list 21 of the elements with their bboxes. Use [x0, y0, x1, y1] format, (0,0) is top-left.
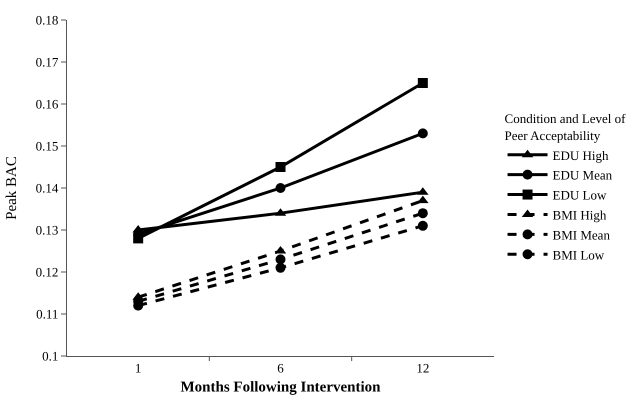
y-axis-title: Peak BAC: [4, 156, 20, 220]
y-tick-label: 0.11: [36, 306, 58, 322]
legend-label: BMI Low: [552, 247, 605, 262]
legend-label: BMI Mean: [552, 227, 610, 242]
y-tick-label: 0.13: [36, 222, 58, 238]
x-tick-label: 1: [134, 360, 142, 376]
legend-label: EDU Low: [552, 188, 607, 203]
legend-label: EDU Mean: [552, 168, 613, 183]
y-tick-label: 0.1: [42, 348, 58, 364]
y-tick-label: 0.12: [36, 264, 58, 280]
x-tick-label: 12: [416, 360, 430, 376]
y-tick-label: 0.14: [36, 180, 59, 196]
legend-label: BMI High: [552, 208, 607, 223]
y-tick-label: 0.18: [36, 12, 58, 28]
y-tick-label: 0.17: [36, 54, 59, 70]
x-tick-label: 6: [277, 360, 284, 376]
x-axis-title: Months Following Intervention: [180, 380, 382, 396]
y-tick-label: 0.16: [36, 96, 59, 112]
legend-label: EDU High: [552, 148, 610, 163]
y-tick-label: 0.15: [36, 138, 58, 154]
legend-title: Condition and Level of Peer Acceptability: [504, 110, 626, 143]
